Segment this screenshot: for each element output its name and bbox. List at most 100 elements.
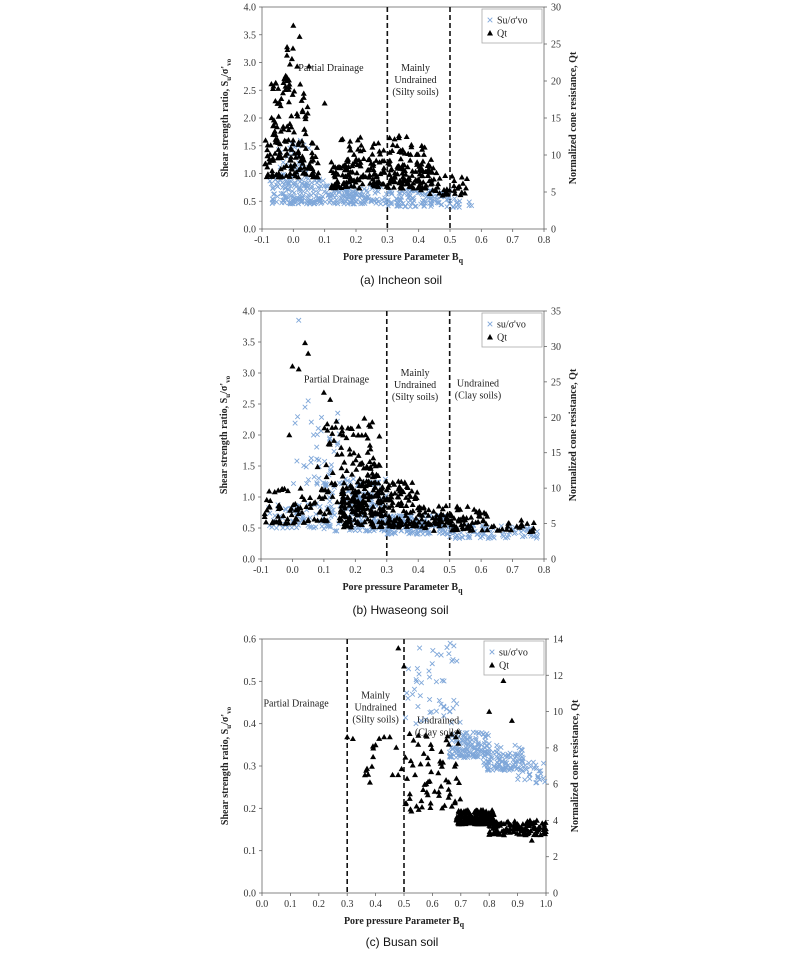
qt-point	[276, 149, 283, 155]
su-ratio-point	[335, 440, 341, 446]
y-axis-label-part: /σ'	[220, 714, 231, 726]
su-ratio-point	[485, 767, 491, 773]
series-markers	[344, 640, 549, 843]
su-ratio-point	[499, 766, 505, 773]
qt-point	[455, 516, 462, 522]
su-ratio-point	[407, 204, 413, 210]
region-label: (Silty soils)	[352, 714, 398, 725]
qt-point	[529, 820, 536, 826]
qt-point	[346, 515, 353, 521]
y2-tick-label: 14	[553, 635, 563, 646]
qt-point	[386, 513, 393, 519]
qt-point	[455, 740, 462, 746]
su-ratio-point	[357, 199, 364, 205]
qt-point	[356, 482, 363, 488]
su-ratio-point	[282, 185, 288, 191]
qt-point	[358, 500, 365, 506]
su-ratio-point	[305, 175, 311, 182]
qt-point	[476, 508, 483, 514]
qt-point	[365, 481, 372, 487]
qt-point	[329, 493, 336, 499]
qt-point	[347, 147, 354, 153]
su-ratio-point	[407, 193, 413, 199]
qt-point	[360, 146, 367, 153]
qt-point	[272, 150, 279, 156]
su-ratio-point	[296, 184, 303, 190]
qt-point	[448, 803, 455, 809]
qt-point	[277, 102, 284, 109]
su-ratio-point	[473, 753, 479, 760]
su-ratio-point	[405, 199, 412, 205]
y2-tick-label: 8	[553, 743, 558, 754]
qt-point	[515, 826, 522, 832]
qt-point	[324, 427, 331, 433]
qt-point	[341, 503, 348, 509]
y-axis-label-part: /σ'	[220, 66, 231, 78]
qt-point	[435, 770, 442, 776]
qt-point	[338, 424, 345, 430]
qt-point	[394, 493, 401, 499]
qt-point	[352, 159, 359, 165]
qt-point	[523, 826, 530, 833]
su-ratio-point	[317, 503, 323, 510]
qt-point	[327, 396, 334, 402]
su-ratio-point	[496, 761, 503, 767]
qt-point	[280, 123, 287, 129]
su-ratio-point	[494, 766, 500, 772]
su-ratio-point	[454, 658, 460, 664]
su-ratio-point	[324, 189, 330, 195]
legend-entry: Su/σ'vo	[497, 16, 528, 27]
su-ratio-point	[465, 752, 471, 759]
y2-tick-label: 0	[551, 225, 556, 236]
qt-point	[275, 113, 282, 119]
qt-point	[396, 148, 403, 155]
x-tick-label: 0.5	[443, 565, 456, 576]
su-ratio-point	[516, 756, 522, 762]
su-ratio-point	[393, 195, 399, 202]
qt-point	[315, 170, 322, 176]
qt-point	[347, 169, 354, 175]
x-tick-label: 0.0	[256, 899, 269, 910]
chart-panel-1: -0.1 0.0 0.1 0.2 0.3 0.4 0.5 0.6 0.7 0.80.00.51.0…	[220, 3, 579, 288]
qt-point	[348, 182, 355, 189]
qt-point	[334, 499, 341, 505]
qt-point	[500, 677, 507, 683]
qt-point	[328, 480, 335, 486]
qt-point	[426, 190, 433, 197]
qt-point	[423, 182, 430, 188]
qt-point	[395, 478, 402, 484]
qt-point	[395, 645, 402, 651]
qt-point	[355, 146, 362, 152]
qt-point	[291, 129, 298, 135]
su-ratio-point	[535, 775, 541, 781]
qt-point	[438, 763, 445, 769]
su-ratio-point	[269, 196, 276, 202]
qt-point	[437, 760, 444, 766]
qt-point	[463, 175, 470, 182]
su-ratio-point	[436, 200, 442, 206]
qt-point	[428, 768, 435, 775]
qt-point	[369, 176, 376, 182]
su-ratio-point	[301, 182, 307, 188]
su-ratio-point	[350, 189, 356, 195]
y2-tick-label: 25	[551, 377, 561, 388]
qt-point	[420, 786, 427, 792]
qt-point	[272, 119, 279, 125]
su-ratio-point	[269, 200, 275, 207]
su-ratio-point	[460, 752, 466, 759]
qt-point	[475, 518, 482, 525]
qt-point	[319, 495, 326, 501]
su-ratio-point	[483, 761, 490, 767]
su-ratio-point	[447, 708, 453, 714]
qt-point	[321, 425, 328, 431]
su-ratio-point	[308, 419, 314, 425]
qt-point	[453, 775, 460, 781]
qt-point	[343, 434, 350, 441]
qt-point	[282, 83, 289, 89]
su-ratio-point	[449, 751, 455, 757]
qt-point	[342, 161, 349, 167]
su-ratio-point	[384, 531, 390, 537]
qt-point	[424, 162, 431, 169]
legend-triangle-marker	[487, 334, 493, 340]
su-ratio-point	[316, 475, 322, 481]
